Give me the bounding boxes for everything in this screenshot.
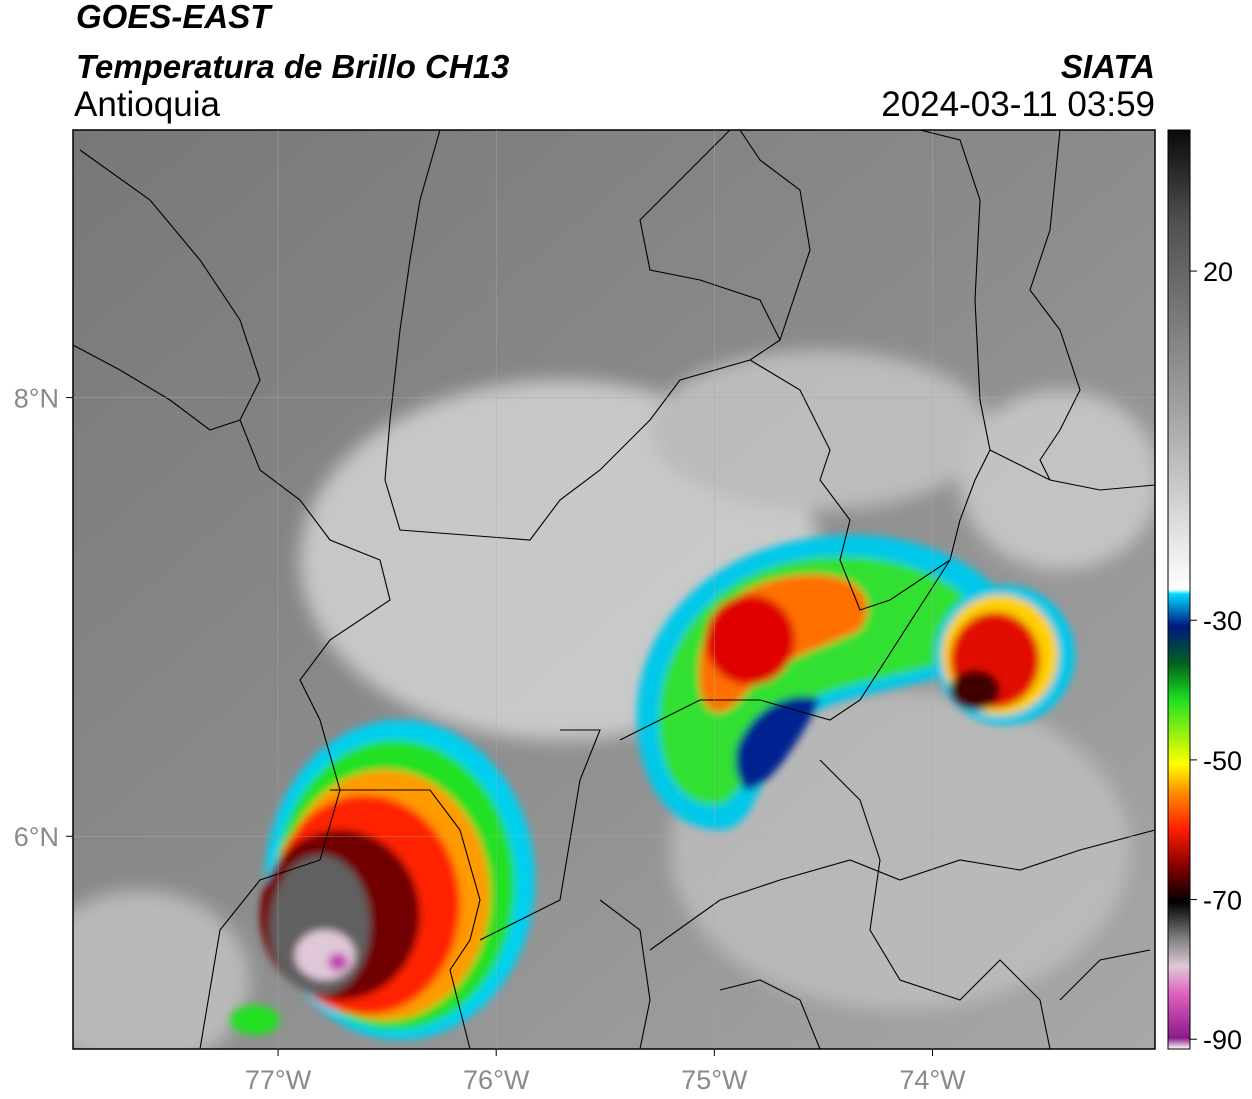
colorbar-tick-label: -70	[1203, 886, 1242, 916]
subtitle: Temperatura de Brillo CH13	[76, 48, 509, 85]
x-tick-label: 76°W	[463, 1065, 530, 1095]
map-image	[73, 130, 1155, 1049]
y-tick-label: 8°N	[14, 384, 59, 414]
colorbar	[1167, 129, 1191, 1050]
map-frame	[72, 129, 1156, 1050]
colorbar-tick-label: -50	[1203, 746, 1242, 776]
title: GOES-EAST	[76, 0, 273, 35]
x-tick-label: 74°W	[899, 1065, 966, 1095]
x-tick-label: 75°W	[681, 1065, 748, 1095]
colorbar-tick-label: -30	[1203, 606, 1242, 636]
colorbar-tick-label: -90	[1203, 1025, 1242, 1055]
admin-borders	[73, 130, 1155, 1049]
timestamp: 2024-03-11 03:59	[881, 85, 1155, 124]
source: SIATA	[1061, 48, 1155, 85]
x-tick-label: 77°W	[245, 1065, 312, 1095]
colorbar-tick-label: 20	[1203, 257, 1233, 287]
y-tick-label: 6°N	[14, 822, 59, 852]
region: Antioquia	[74, 85, 220, 124]
